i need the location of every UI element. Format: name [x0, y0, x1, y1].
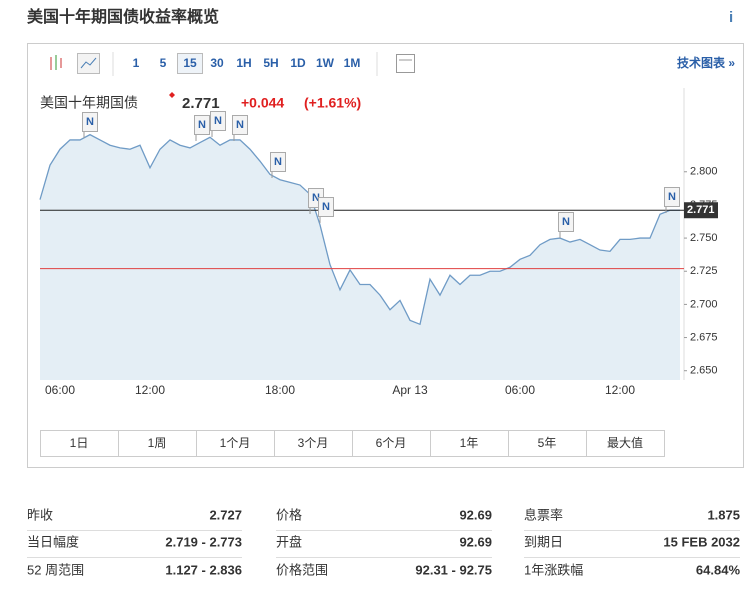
- interval-button[interactable]: 30: [210, 56, 224, 70]
- interval-selected: [177, 53, 203, 74]
- x-tick-label: 18:00: [265, 383, 295, 397]
- news-label: N: [322, 201, 330, 213]
- range-buttons: 1日 1周 1个月 3个月 6个月 1年 5年 最大值: [70, 431, 643, 456]
- chart-type-candle[interactable]: [50, 55, 62, 70]
- stat-value: 2.719 - 2.773: [165, 534, 242, 549]
- stat-label: 价格: [276, 507, 302, 522]
- news-marker[interactable]: [558, 212, 574, 232]
- y-tick-label: 2.725: [690, 265, 718, 277]
- x-tick-label: 06:00: [505, 383, 535, 397]
- stat-value: 15 FEB 2032: [663, 534, 740, 549]
- stat-value: 92.69: [459, 534, 492, 549]
- stat-value: 1.875: [707, 507, 740, 522]
- interval-button[interactable]: 5: [160, 56, 167, 70]
- stat-label: 1年涨跌幅: [524, 562, 583, 577]
- interval-button[interactable]: 1: [133, 56, 140, 70]
- x-tick-label: Apr 13: [392, 383, 428, 397]
- range-button[interactable]: 6个月: [376, 436, 407, 450]
- news-marker[interactable]: [270, 152, 286, 172]
- line-icon: [80, 57, 97, 69]
- news-label: N: [312, 192, 320, 204]
- page-title: 美国十年期国债收益率概览: [27, 7, 219, 26]
- x-tick-label: 06:00: [45, 383, 75, 397]
- news-marker[interactable]: [232, 115, 248, 135]
- quote-name: 美国十年期国债: [40, 95, 138, 111]
- info-icon[interactable]: i: [729, 9, 733, 26]
- stat-value: 92.69: [459, 507, 492, 522]
- area: [40, 134, 680, 380]
- news-label: N: [668, 191, 676, 203]
- x-tick-label: 12:00: [605, 383, 635, 397]
- news-label: N: [86, 116, 94, 128]
- y-tick-label: 2.650: [690, 365, 718, 377]
- range-button[interactable]: 3个月: [298, 436, 329, 450]
- quote-change: +0.044: [241, 95, 284, 111]
- range-button[interactable]: 1年: [460, 436, 479, 450]
- range-button[interactable]: 最大值: [607, 435, 643, 450]
- news-label: N: [274, 156, 282, 168]
- interval-button[interactable]: 15: [183, 56, 197, 70]
- interval-button[interactable]: 1W: [316, 56, 335, 70]
- x-tick-label: 12:00: [135, 383, 165, 397]
- stats-table: 昨收 2.727 价格 92.69 息票率 1.875 当日幅度 2.719 - 2.773 开…: [27, 507, 740, 577]
- y-tick-label: 2.750: [690, 232, 718, 244]
- stat-label: 到期日: [524, 534, 563, 549]
- news-label: N: [214, 115, 222, 127]
- line: [39, 133, 680, 326]
- stat-label: 息票率: [524, 507, 563, 522]
- news-marker[interactable]: [210, 111, 226, 131]
- news-label: N: [236, 119, 244, 131]
- news-label: N: [562, 216, 570, 228]
- y-tick-label: 2.675: [690, 331, 718, 343]
- interval-button[interactable]: 5H: [263, 56, 278, 70]
- news-marker[interactable]: [82, 112, 98, 132]
- quote-marker: [169, 92, 175, 98]
- interval-button[interactable]: 1M: [344, 56, 361, 70]
- news-marker[interactable]: [194, 115, 210, 135]
- plot: 英为财情Investing.com2.6502.6752.7002.7252.7…: [39, 88, 718, 397]
- stat-label: 当日幅度: [27, 534, 79, 549]
- last-value-box: [684, 202, 718, 219]
- stat-label: 价格范围: [276, 562, 328, 577]
- interval-button[interactable]: 1H: [236, 56, 251, 70]
- range-button[interactable]: 1周: [148, 436, 167, 450]
- tech-chart-link[interactable]: 技术图表 »: [677, 55, 735, 70]
- stat-label: 52 周范围: [27, 562, 84, 577]
- widget-frame: [27, 43, 744, 468]
- stat-value: 64.84%: [696, 562, 741, 577]
- news-marker[interactable]: [664, 187, 680, 207]
- range-button[interactable]: 1日: [70, 436, 89, 450]
- stat-value: 1.127 - 2.836: [165, 562, 242, 577]
- stat-label: 开盘: [276, 534, 302, 549]
- news-label: N: [198, 119, 206, 131]
- stat-value: 2.727: [209, 507, 242, 522]
- y-tick-label: 2.700: [690, 298, 718, 310]
- news-marker[interactable]: [318, 197, 334, 217]
- quote-price: 2.771: [182, 95, 220, 112]
- y-tick-label: 2.800: [690, 166, 718, 178]
- interval-button[interactable]: 1D: [290, 56, 306, 70]
- range-button[interactable]: 1个月: [220, 436, 251, 450]
- quote-change-pct: (+1.61%): [304, 95, 361, 111]
- last-value-label: 2.771: [687, 204, 715, 216]
- stat-label: 昨收: [27, 507, 53, 522]
- stat-value: 92.31 - 92.75: [415, 562, 492, 577]
- settings-icon[interactable]: [396, 54, 415, 73]
- range-button[interactable]: 5年: [538, 436, 557, 450]
